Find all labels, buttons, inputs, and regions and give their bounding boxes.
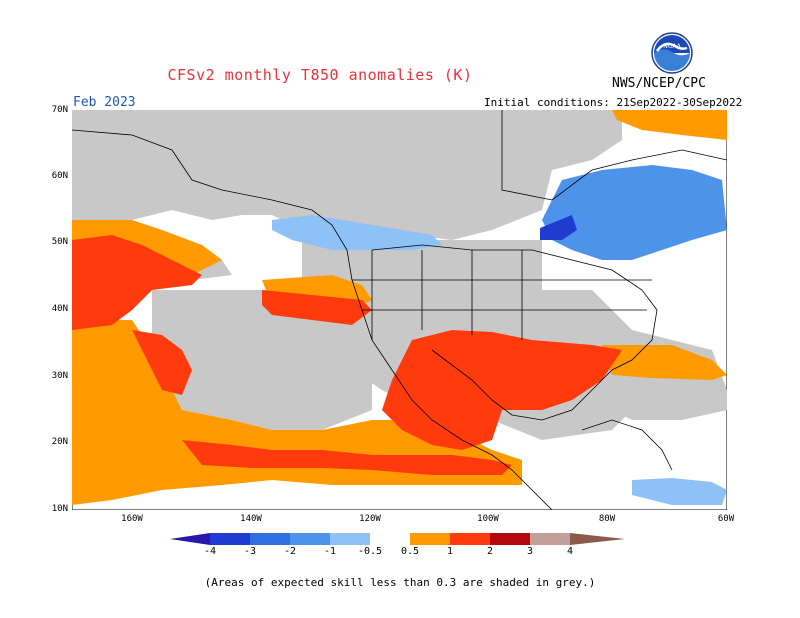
cbar-label-m3: -3: [243, 546, 257, 557]
colorbar-bin-neutral: [370, 533, 410, 545]
chart-title: CFSv2 monthly T850 anomalies (K): [167, 66, 473, 84]
lon-label-100w: 100W: [477, 514, 499, 524]
cbar-label-p05: 0.5: [400, 546, 420, 557]
colorbar-arrow-low: [170, 533, 210, 545]
anomaly-negative-moderate: [542, 165, 727, 260]
noaa-logo: NOAA: [651, 32, 693, 74]
initial-conditions: Initial conditions: 21Sep2022-30Sep2022: [484, 96, 743, 109]
org-label: NWS/NCEP/CPC: [612, 76, 706, 91]
cbar-label-p4: 4: [566, 546, 574, 557]
colorbar-bin-4: [330, 533, 370, 545]
lon-label-140w: 140W: [240, 514, 262, 524]
lon-label-160w: 160W: [121, 514, 143, 524]
lat-label-10: 10N: [51, 504, 68, 514]
colorbar-bin-5: [410, 533, 450, 545]
coastlines: [72, 110, 727, 510]
skill-note: (Areas of expected skill less than 0.3 a…: [204, 576, 596, 589]
cbar-label-m2: -2: [283, 546, 297, 557]
lon-label-60w: 60W: [717, 514, 735, 524]
colorbar-bin-2: [250, 533, 290, 545]
lat-label-70: 70N: [51, 105, 68, 115]
colorbar-bin-6: [450, 533, 490, 545]
lat-label-20: 20N: [51, 437, 68, 447]
cbar-label-m4: -4: [203, 546, 217, 557]
cbar-label-p2: 2: [486, 546, 494, 557]
colorbar-bin-7: [490, 533, 530, 545]
lat-label-30: 30N: [51, 371, 68, 381]
colorbar-bin-1: [210, 533, 250, 545]
anomaly-negative-weak: [272, 215, 727, 505]
colorbar-bin-3: [290, 533, 330, 545]
cbar-label-p1: 1: [446, 546, 454, 557]
cbar-label-m05: -0.5: [357, 546, 383, 557]
anomaly-positive-moderate: [72, 235, 622, 475]
anomaly-negative-strong: [540, 215, 577, 240]
lon-label-120w: 120W: [359, 514, 381, 524]
colorbar: [170, 533, 625, 545]
cbar-label-p3: 3: [526, 546, 534, 557]
forecast-month: Feb 2023: [73, 95, 136, 110]
lat-label-40: 40N: [51, 304, 68, 314]
svg-text:NOAA: NOAA: [663, 43, 681, 50]
colorbar-arrow-high: [570, 533, 625, 545]
cbar-label-m1: -1: [323, 546, 337, 557]
lon-label-80w: 80W: [598, 514, 616, 524]
lat-label-60: 60N: [51, 171, 68, 181]
lat-label-50: 50N: [51, 237, 68, 247]
anomaly-map: [72, 110, 727, 510]
colorbar-bin-8: [530, 533, 570, 545]
